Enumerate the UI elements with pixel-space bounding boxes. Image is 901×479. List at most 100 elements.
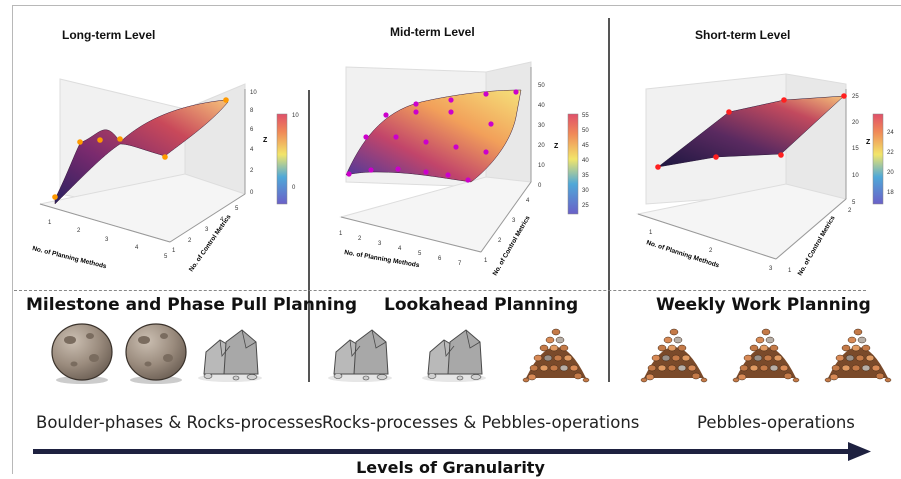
pebbles-icon xyxy=(522,318,590,386)
granularity-label-boulder: Boulder-phases & Rocks-processes xyxy=(36,413,323,432)
data-point xyxy=(395,166,401,172)
x-axis-label: No. of Planning Methods xyxy=(344,249,421,269)
cbar-tick: 45 xyxy=(582,143,589,149)
cbar-tick: 30 xyxy=(582,188,589,194)
divider-vertical-2 xyxy=(608,18,610,382)
cbar-tick: 18 xyxy=(887,190,894,196)
data-point xyxy=(465,177,471,183)
z-tick: 20 xyxy=(852,120,859,126)
x-tick: 2 xyxy=(77,228,81,234)
plot-mid-term: 55 50 45 40 35 30 25 0 10 20 30 40 50 1 … xyxy=(316,12,604,280)
x-axis-label: No. of Planning Methods xyxy=(32,245,108,270)
data-point xyxy=(97,137,103,143)
data-point xyxy=(713,154,719,160)
divider-dashed xyxy=(14,290,866,291)
data-point xyxy=(448,97,454,103)
y-tick: 5 xyxy=(235,206,239,212)
pebbles-icon xyxy=(732,318,800,386)
z-axis-label: Z xyxy=(263,137,268,144)
x-tick: 5 xyxy=(418,251,422,257)
z-tick: 30 xyxy=(538,123,545,129)
data-point xyxy=(483,149,489,155)
data-point xyxy=(513,89,519,95)
data-point xyxy=(346,171,352,177)
z-tick: 50 xyxy=(538,83,545,89)
granularity-axis-label: Levels of Granularity xyxy=(356,458,545,477)
y-tick: 4 xyxy=(220,217,224,223)
x-tick: 2 xyxy=(358,236,362,242)
data-point xyxy=(726,109,732,115)
x-tick: 4 xyxy=(398,246,402,252)
x-tick: 6 xyxy=(438,256,442,262)
data-point xyxy=(841,93,847,99)
cbar-tick: 25 xyxy=(582,203,589,209)
y-tick: 1 xyxy=(172,248,176,254)
z-axis-label: Z xyxy=(554,143,559,150)
cbar-tick: 55 xyxy=(582,113,589,119)
y-tick: 2 xyxy=(848,208,852,214)
z-axis-label: Z xyxy=(866,139,871,146)
panel-title-long-term: Long-term Level xyxy=(62,28,156,42)
data-point xyxy=(423,169,429,175)
section-title-lookahead: Lookahead Planning xyxy=(384,295,579,315)
panel-title-mid-term: Mid-term Level xyxy=(390,25,475,39)
y-tick: 2 xyxy=(498,238,502,244)
data-point xyxy=(453,144,459,150)
z-tick: 25 xyxy=(852,94,859,100)
z-tick: 8 xyxy=(250,108,254,114)
y-tick: 3 xyxy=(205,227,209,233)
plot-short-term: 24 22 20 18 5 10 15 20 25 1 2 3 1 2 Z No… xyxy=(616,14,901,282)
data-point xyxy=(223,97,229,103)
data-point xyxy=(413,101,419,107)
data-point xyxy=(655,164,661,170)
rocks-icon xyxy=(420,318,488,386)
cbar-tick: 0 xyxy=(292,185,296,191)
boulder-icon xyxy=(122,318,190,386)
x-tick: 3 xyxy=(769,266,773,272)
cbar-tick: 35 xyxy=(582,173,589,179)
z-tick: 6 xyxy=(250,127,254,133)
section-title-weekly: Weekly Work Planning xyxy=(656,295,871,315)
x-tick: 1 xyxy=(649,230,653,236)
data-point xyxy=(778,152,784,158)
z-tick: 10 xyxy=(538,163,545,169)
granularity-label-rocks: Rocks-processes & Pebbles-operations xyxy=(322,413,640,432)
cbar-tick: 22 xyxy=(887,150,894,156)
data-point xyxy=(483,91,489,97)
z-tick: 20 xyxy=(538,143,545,149)
z-tick: 0 xyxy=(250,190,254,196)
y-tick: 4 xyxy=(526,198,530,204)
y-tick: 1 xyxy=(788,268,792,274)
data-point xyxy=(445,172,451,178)
data-point xyxy=(52,194,58,200)
section-title-milestone: Milestone and Phase Pull Planning xyxy=(26,295,358,315)
y-tick: 1 xyxy=(484,258,488,264)
pebbles-icon xyxy=(640,318,708,386)
data-point xyxy=(448,109,454,115)
x-tick: 7 xyxy=(458,261,462,267)
z-tick: 2 xyxy=(250,168,254,174)
data-point xyxy=(488,121,494,127)
y-tick: 2 xyxy=(188,238,192,244)
frame-left-line xyxy=(12,5,13,474)
data-point xyxy=(162,154,168,160)
plot-long-term: 10 0 0 2 4 6 8 10 1 2 3 4 5 1 2 3 4 5 Z … xyxy=(20,14,305,282)
x-tick: 4 xyxy=(135,245,139,251)
cbar-tick: 50 xyxy=(582,128,589,134)
x-tick: 2 xyxy=(709,248,713,254)
granularity-label-pebbles: Pebbles-operations xyxy=(697,413,855,432)
data-point xyxy=(368,167,374,173)
divider-vertical-1 xyxy=(308,90,310,382)
x-tick: 3 xyxy=(105,237,109,243)
x-tick: 3 xyxy=(378,241,382,247)
x-tick: 1 xyxy=(339,231,343,237)
x-axis-label: No. of Planning Methods xyxy=(645,239,720,269)
z-tick: 0 xyxy=(538,183,542,189)
data-point xyxy=(393,134,399,140)
x-tick: 5 xyxy=(164,254,168,260)
data-point xyxy=(383,112,389,118)
data-point xyxy=(781,97,787,103)
frame-top-line xyxy=(12,5,901,6)
z-tick: 5 xyxy=(852,200,856,206)
granularity-arrow xyxy=(33,442,871,461)
